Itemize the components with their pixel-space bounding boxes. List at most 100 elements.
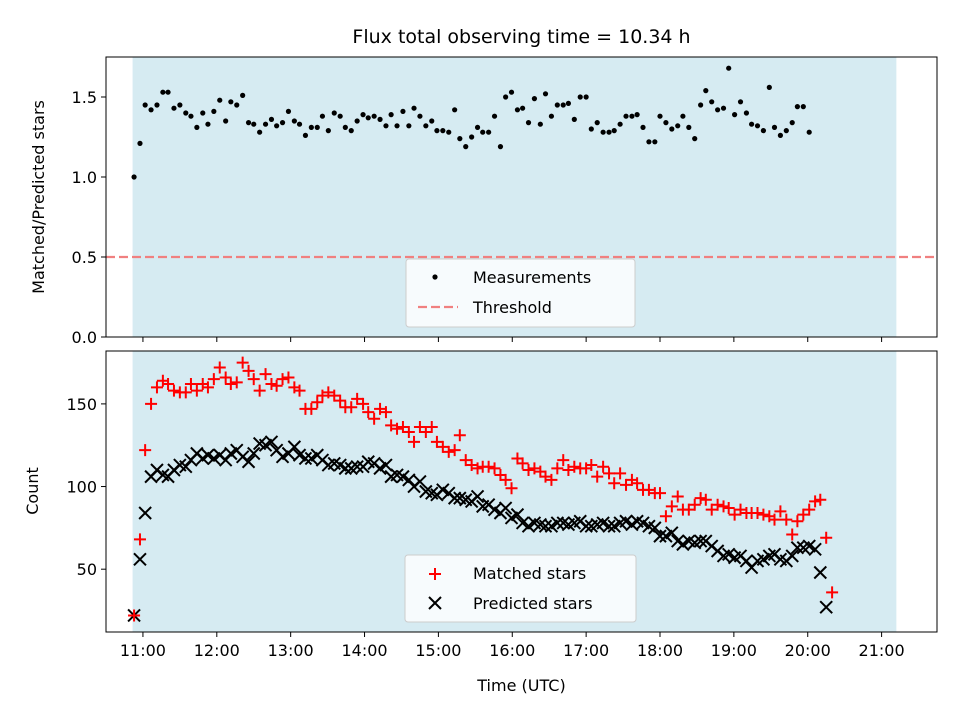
matched-star-point <box>379 406 392 419</box>
legend-measurements-marker <box>432 274 438 280</box>
measurement-point <box>165 89 171 95</box>
measurement-point <box>531 96 538 102</box>
measurement-point <box>497 144 504 150</box>
top-y-tick-label: 0.0 <box>72 328 97 347</box>
top-plot-frame <box>105 56 938 338</box>
x-tick-label: 16:00 <box>489 641 535 660</box>
predicted-star-point <box>785 549 799 563</box>
matched-star-point <box>803 503 816 516</box>
predicted-star-point <box>648 521 662 535</box>
predicted-star-point <box>693 534 708 548</box>
measurement-point <box>663 120 669 126</box>
measurement-point <box>720 105 727 111</box>
predicted-star-point <box>298 451 313 466</box>
x-tick-label: 11:00 <box>120 641 166 660</box>
measurement-point <box>177 102 183 108</box>
matched-star-point <box>334 394 347 407</box>
matched-star-point <box>425 421 438 434</box>
top-legend: Measurements Threshold <box>405 258 636 328</box>
matched-star-point <box>522 464 535 477</box>
matched-star-point <box>145 397 158 410</box>
matched-star-point <box>820 531 833 544</box>
predicted-star-point <box>133 552 147 566</box>
bottom-y-axis-label: Count <box>23 467 42 515</box>
measurement-point <box>171 105 177 111</box>
matched-star-point <box>722 502 735 515</box>
matched-star-point <box>597 460 610 473</box>
matched-star-point <box>585 459 598 472</box>
measurement-point <box>657 113 663 119</box>
x-tick-label: 17:00 <box>563 641 609 660</box>
top-panel: 0.0 0.5 1.0 1.5 Flux total observing time =… <box>29 26 938 347</box>
matched-star-point <box>391 422 404 435</box>
measurement-point <box>537 121 543 127</box>
measurement-point <box>388 112 394 118</box>
x-tick-label: 12:00 <box>194 641 240 660</box>
measurement-point <box>257 129 263 135</box>
legend-threshold-label: Threshold <box>472 298 552 317</box>
measurement-point <box>571 116 577 122</box>
top-chart-title: Flux total observing time = 10.34 h <box>352 26 690 48</box>
measurement-point <box>777 132 784 138</box>
measurement-point <box>200 110 206 116</box>
measurement-point <box>520 105 526 111</box>
bottom-y-tick-label: 100 <box>66 478 97 497</box>
predicted-star-point <box>413 474 427 489</box>
predicted-star-point <box>218 453 233 467</box>
measurement-point <box>154 102 160 108</box>
measurement-point <box>400 108 406 114</box>
predicted-star-point <box>538 519 553 533</box>
measurement-point <box>314 124 320 130</box>
matched-star-point <box>247 373 260 386</box>
measurement-point <box>491 113 498 119</box>
matched-star-point <box>608 477 621 490</box>
matched-star-point <box>671 490 684 503</box>
matched-star-point <box>659 510 672 523</box>
measurement-point <box>611 128 617 134</box>
matched-star-point <box>219 371 232 384</box>
matched-star-point <box>253 384 266 397</box>
measurement-point <box>234 102 240 108</box>
matched-star-point <box>167 384 180 397</box>
measurement-point <box>342 124 348 130</box>
predicted-star-point <box>808 542 822 557</box>
measurement-point <box>675 123 681 129</box>
measurement-point <box>771 124 778 130</box>
measurement-point <box>623 113 629 119</box>
measurement-point <box>794 104 800 110</box>
legend-predicted-label: Predicted stars <box>473 594 593 613</box>
matched-star-point <box>128 609 141 622</box>
top-y-tick-label: 1.0 <box>72 168 97 187</box>
predicted-star-point <box>819 600 833 614</box>
x-tick-label: 20:00 <box>785 641 831 660</box>
matched-star-point <box>224 378 237 391</box>
matched-star-point <box>368 412 381 425</box>
matched-star-point <box>568 460 581 473</box>
matched-star-point <box>603 467 616 480</box>
matched-star-point <box>242 364 255 377</box>
measurement-point <box>754 123 761 129</box>
measurement-point <box>183 110 189 116</box>
measurement-point <box>440 128 446 134</box>
measurement-point <box>588 126 594 132</box>
measurement-point <box>337 113 343 119</box>
matched-star-point <box>591 470 604 483</box>
matched-star-point <box>357 397 370 410</box>
measurement-point <box>583 94 589 100</box>
matched-star-point <box>282 371 295 384</box>
measurement-point <box>348 128 354 134</box>
matched-star-point <box>809 495 822 508</box>
legend-measurements-label: Measurements <box>473 268 591 287</box>
predicted-star-point <box>470 489 485 504</box>
x-tick-label: 21:00 <box>859 641 905 660</box>
measurement-point <box>360 112 366 118</box>
predicted-star-point <box>379 458 393 472</box>
measurement-point <box>525 120 532 126</box>
measurement-point <box>737 99 744 105</box>
measurement-point <box>394 123 400 129</box>
matched-star-point <box>207 373 220 386</box>
measurement-point <box>274 123 280 129</box>
measurement-point <box>245 120 252 126</box>
measurement-point <box>634 112 640 118</box>
measurement-point <box>709 99 715 105</box>
